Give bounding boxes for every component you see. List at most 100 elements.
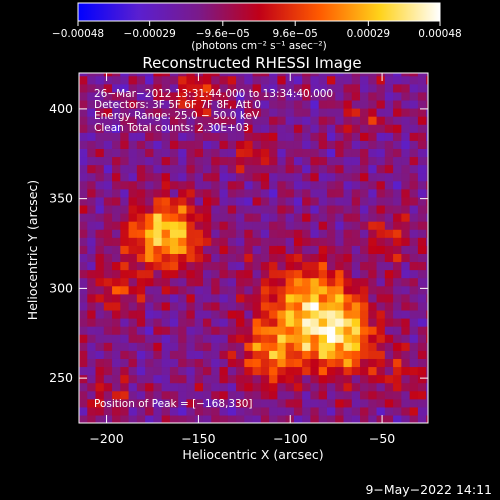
heatmap-cell [326, 229, 336, 238]
heatmap-cell [112, 390, 121, 400]
heatmap-cell [269, 140, 278, 149]
heatmap-cell [79, 116, 88, 125]
heatmap-cell [227, 277, 237, 287]
heatmap-cell [95, 148, 105, 158]
heatmap-cell [376, 285, 386, 295]
heatmap-cell [236, 318, 245, 327]
colorbar-tick-label: −9.6e−05 [196, 28, 250, 40]
heatmap-cell [293, 366, 303, 376]
heatmap-cell [351, 91, 361, 101]
heatmap-cell [202, 366, 212, 376]
heatmap-cell [145, 342, 154, 351]
heatmap-cell [211, 350, 221, 359]
heatmap-cell [343, 108, 353, 117]
heatmap-cell [277, 124, 287, 133]
heatmap-cell [161, 414, 171, 423]
heatmap-cell [252, 99, 262, 109]
heatmap-cell [202, 326, 212, 335]
heatmap-cell [360, 180, 369, 190]
heatmap-cell [169, 245, 179, 254]
heatmap-cell [87, 301, 97, 311]
heatmap-cell [368, 334, 378, 343]
heatmap-cell [227, 374, 237, 384]
heatmap-cell [426, 213, 428, 222]
heatmap-cell [186, 342, 196, 351]
heatmap-cell [384, 73, 394, 77]
heatmap-cell [236, 73, 245, 77]
heatmap-cell [236, 342, 245, 351]
heatmap-cell [161, 148, 171, 158]
heatmap-cell [219, 148, 229, 158]
heatmap-cell [384, 140, 394, 149]
heatmap-cell [112, 358, 121, 368]
heatmap-cell [79, 277, 88, 287]
heatmap-cell [194, 326, 204, 335]
heatmap-cell [202, 99, 212, 109]
heatmap-cell [79, 132, 88, 141]
heatmap-cell [260, 196, 270, 206]
heatmap-cell [202, 318, 212, 327]
heatmap-cell [87, 406, 97, 416]
heatmap-cell [302, 390, 312, 400]
heatmap-cell [244, 374, 254, 384]
heatmap-cell [277, 99, 287, 109]
heatmap-cell [393, 301, 402, 311]
heatmap-cell [302, 156, 312, 166]
heatmap-cell [120, 269, 130, 279]
heatmap-cell [376, 116, 386, 125]
heatmap-cell [79, 91, 88, 101]
heatmap-cell [186, 285, 196, 295]
heatmap-cell [401, 91, 411, 101]
heatmap-cell [211, 132, 221, 141]
heatmap-cell [277, 350, 287, 359]
heatmap-cell [302, 293, 312, 303]
heatmap-cell [376, 180, 386, 190]
heatmap-cell [277, 382, 287, 392]
heatmap-cell [277, 237, 287, 246]
heatmap-cell [153, 124, 163, 133]
heatmap-cell [103, 229, 113, 238]
heatmap-cell [112, 406, 121, 416]
heatmap-cell [384, 229, 394, 238]
heatmap-cell [326, 406, 336, 416]
heatmap-cell [103, 366, 113, 376]
heatmap-cell [202, 301, 212, 311]
heatmap-cell [335, 277, 345, 287]
heatmap-cell [202, 172, 212, 182]
heatmap-cell [87, 156, 97, 166]
heatmap-cell [236, 326, 245, 335]
heatmap-cell [236, 172, 245, 182]
heatmap-cell [128, 261, 138, 271]
heatmap-cell [376, 398, 386, 408]
heatmap-cell [269, 261, 278, 271]
heatmap-cell [236, 261, 245, 271]
heatmap-cell [87, 124, 97, 133]
heatmap-cell [417, 326, 427, 335]
heatmap-cell [326, 132, 336, 141]
heatmap-cell [178, 293, 188, 303]
heatmap-cell [302, 342, 312, 351]
heatmap-cell [161, 83, 171, 93]
heatmap-cell [153, 75, 163, 85]
heatmap-cell [417, 366, 427, 376]
heatmap-cell [145, 221, 154, 230]
heatmap-cell [417, 116, 427, 125]
heatmap-cell [351, 116, 361, 125]
heatmap-cell [120, 83, 130, 93]
heatmap-cell [351, 366, 361, 376]
heatmap-cell [277, 269, 287, 279]
heatmap-cell [202, 237, 212, 246]
heatmap-cell [194, 164, 204, 174]
heatmap-cell [302, 253, 312, 263]
heatmap-cell [269, 277, 278, 287]
heatmap-cell [178, 180, 188, 190]
heatmap-cell [87, 164, 97, 174]
heatmap-cell [417, 309, 427, 319]
heatmap-cell [128, 229, 138, 238]
heatmap-cell [310, 293, 320, 303]
heatmap-cell [277, 75, 287, 85]
heatmap-cell [79, 180, 88, 190]
heatmap-cell [136, 75, 146, 85]
heatmap-cell [169, 221, 179, 230]
heatmap-cell [393, 116, 402, 125]
